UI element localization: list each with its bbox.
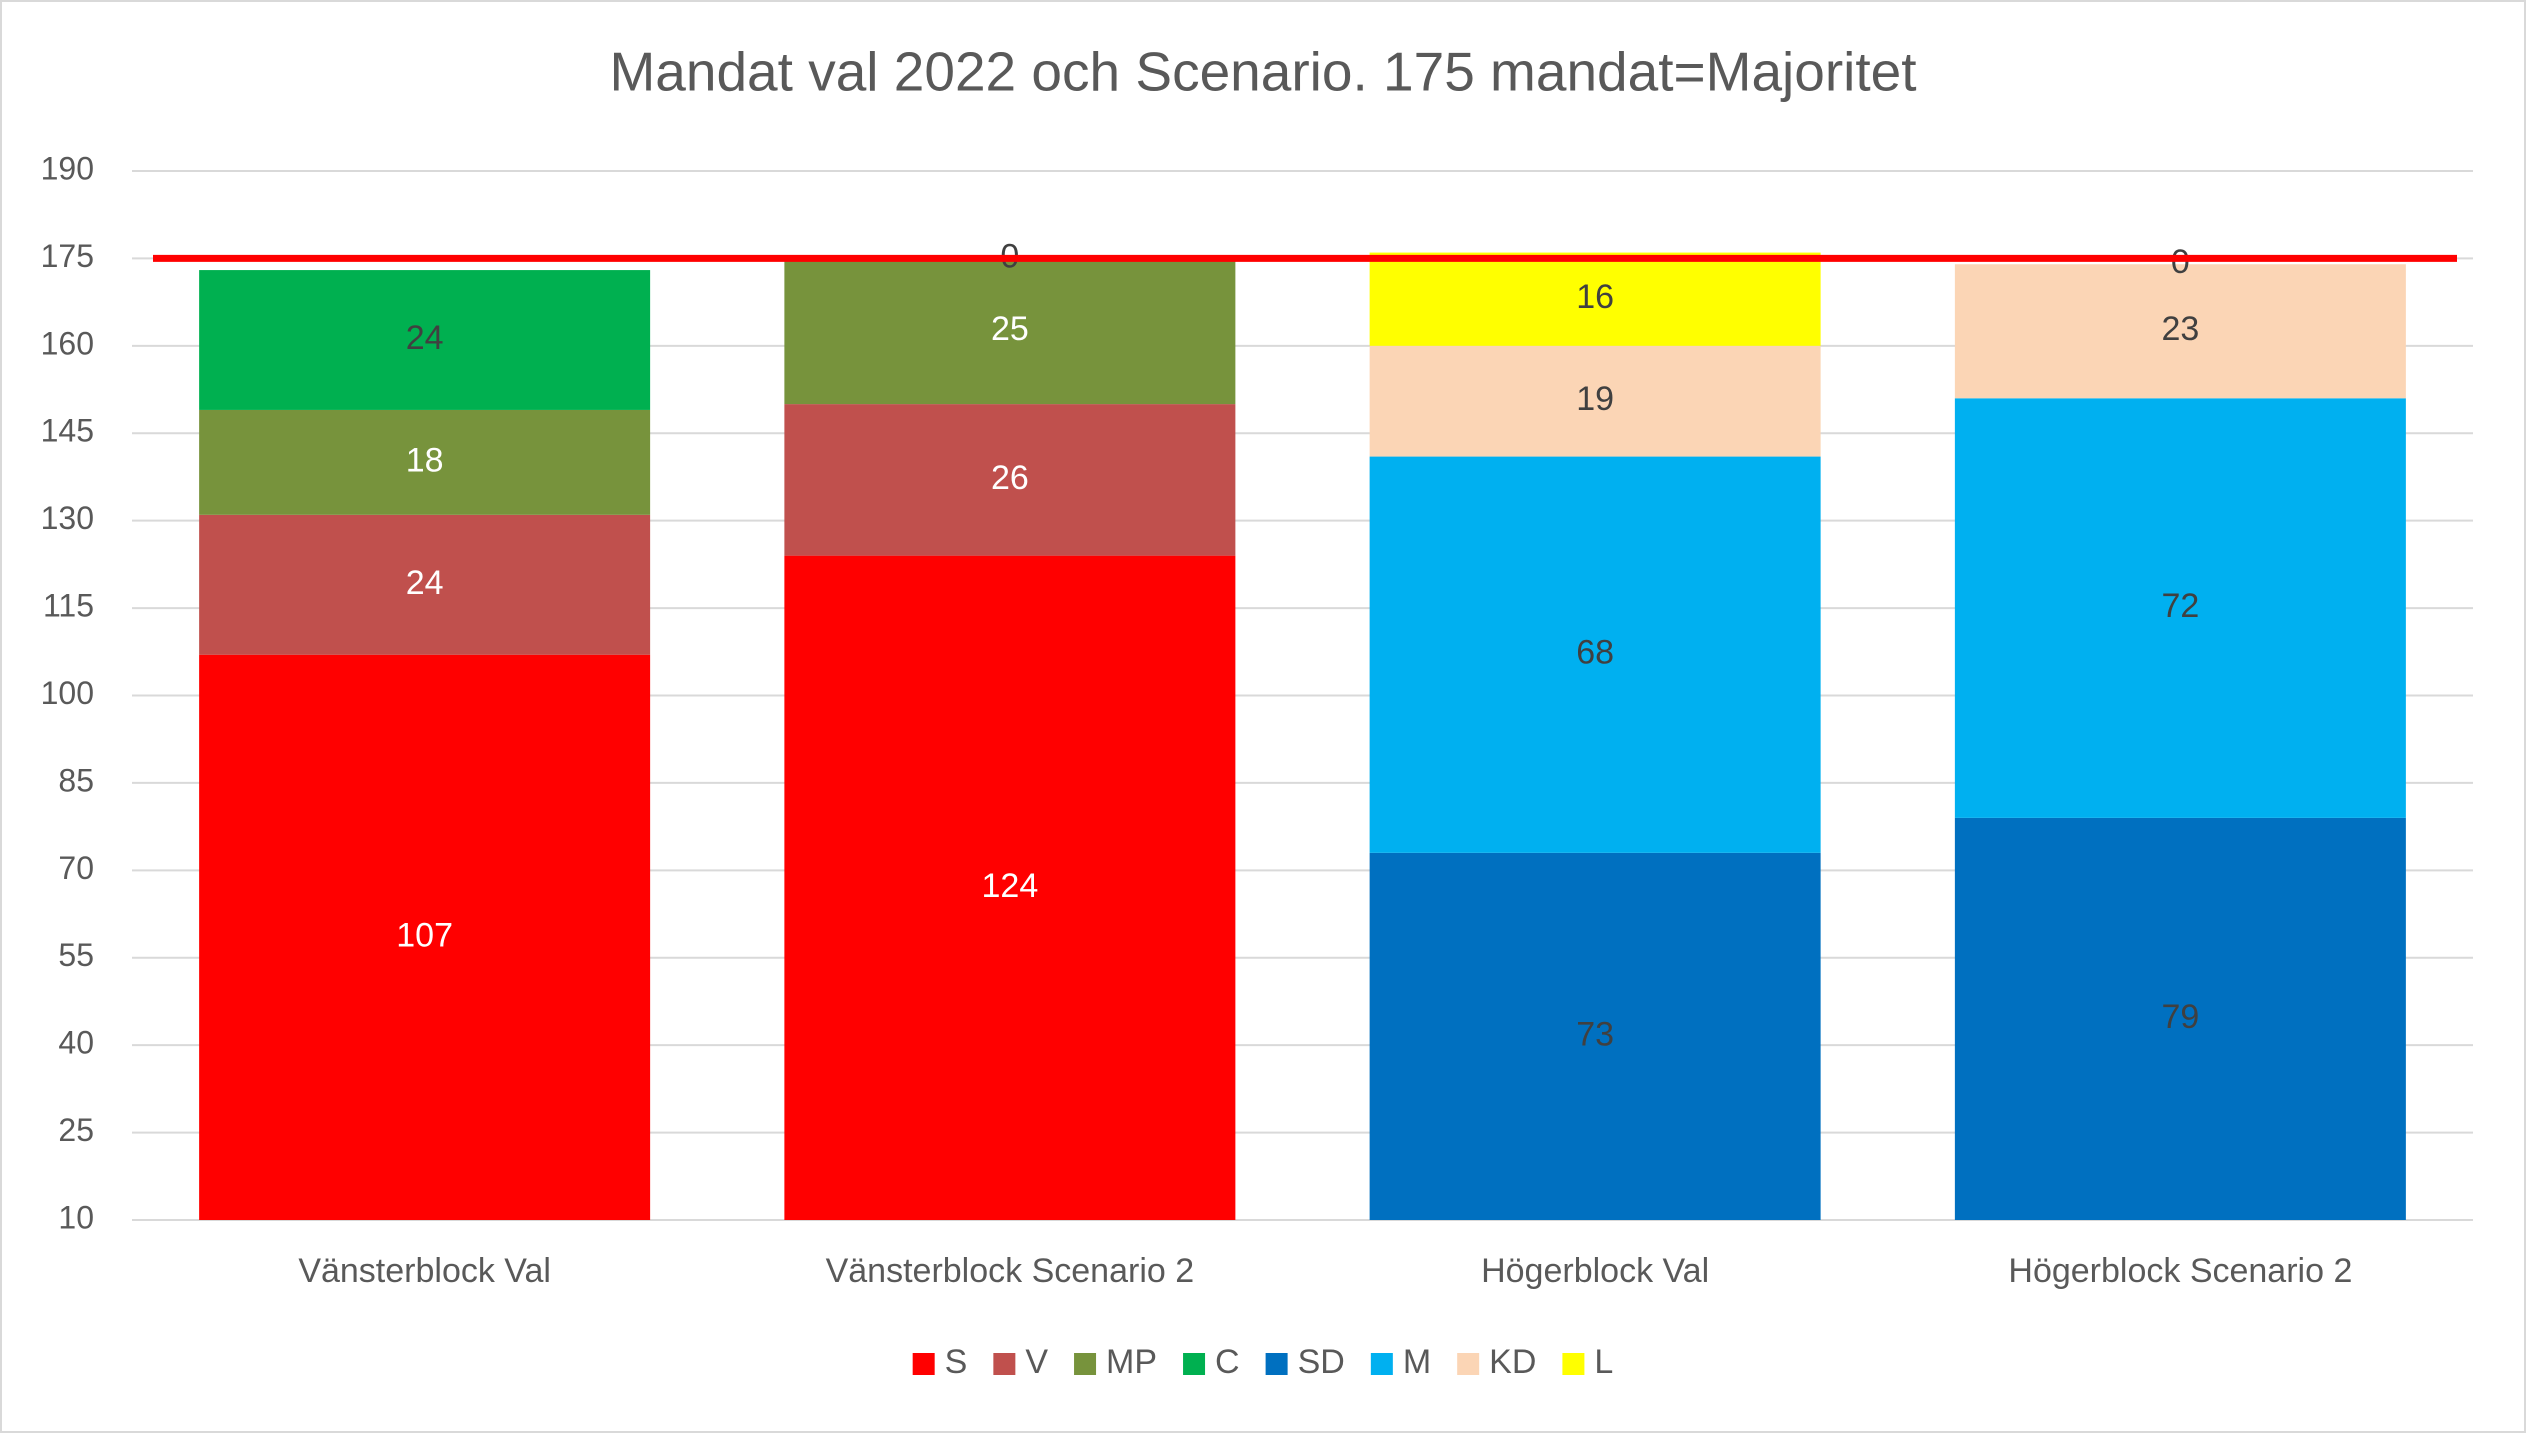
y-tick-label: 10	[58, 1199, 94, 1235]
data-label: 124	[982, 867, 1039, 905]
y-tick-label: 115	[43, 588, 94, 624]
data-label: 18	[406, 441, 444, 479]
data-label: 68	[1576, 634, 1614, 672]
legend-label: M	[1403, 1343, 1431, 1381]
y-tick-label: 85	[58, 762, 94, 798]
legend-swatch	[1265, 1353, 1288, 1375]
bar-segment	[784, 258, 1236, 405]
bar-segment	[199, 270, 651, 410]
y-tick-label: 25	[58, 1112, 94, 1148]
bar-segment	[199, 514, 651, 655]
y-tick-label: 40	[58, 1025, 94, 1061]
legend-swatch	[1457, 1353, 1480, 1375]
y-tick-label: 130	[41, 500, 94, 536]
data-label: 72	[2161, 587, 2199, 625]
legend-label: SD	[1298, 1343, 1345, 1381]
legend-label: S	[945, 1343, 968, 1381]
chart-title: Mandat val 2022 och Scenario. 175 mandat…	[609, 41, 1916, 103]
bar-segment	[199, 654, 651, 1220]
x-tick-label: Högerblock Scenario 2	[2008, 1252, 2352, 1290]
bar-segment	[784, 555, 1236, 1220]
data-label: 0	[2171, 243, 2190, 281]
x-tick-label: Vänsterblock Val	[298, 1252, 551, 1290]
legend-swatch	[912, 1353, 935, 1375]
data-label: 79	[2161, 998, 2199, 1036]
bar-segment	[1954, 264, 2406, 399]
legend-label: V	[1025, 1343, 1048, 1381]
y-tick-label: 70	[58, 850, 94, 886]
bar-segment	[1369, 456, 1821, 853]
x-tick-label: Högerblock Val	[1481, 1252, 1709, 1290]
legend-swatch	[1370, 1353, 1393, 1375]
data-label: 24	[406, 319, 444, 357]
data-label: 107	[396, 916, 453, 954]
y-tick-label: 145	[41, 413, 94, 449]
bar-segment	[1369, 252, 1821, 346]
data-label: 24	[406, 564, 444, 602]
bar-segment	[1369, 852, 1821, 1220]
y-tick-label: 100	[41, 675, 94, 711]
bar-segment	[199, 409, 651, 515]
legend-label: KD	[1489, 1343, 1536, 1381]
y-tick-label: 190	[41, 150, 94, 186]
legend-swatch	[1562, 1353, 1585, 1375]
y-tick-label: 160	[41, 325, 94, 361]
data-label: 19	[1576, 380, 1614, 418]
bar-segment	[1369, 345, 1821, 457]
legend-swatch	[993, 1353, 1016, 1375]
bar-segment	[1954, 817, 2406, 1220]
bar-segment	[1954, 398, 2406, 818]
legend-label: C	[1215, 1343, 1240, 1381]
legend-swatch	[1074, 1353, 1097, 1375]
data-label: 23	[2161, 310, 2199, 348]
data-label: 25	[991, 310, 1029, 348]
legend-label: MP	[1106, 1343, 1157, 1381]
legend-label: L	[1594, 1343, 1613, 1381]
x-tick-label: Vänsterblock Scenario 2	[826, 1252, 1195, 1290]
legend-swatch	[1183, 1353, 1206, 1375]
bar-segment	[784, 404, 1236, 556]
y-tick-label: 175	[41, 238, 94, 274]
data-label: 73	[1576, 1015, 1614, 1053]
data-label: 26	[991, 459, 1029, 497]
data-label: 16	[1576, 278, 1614, 316]
y-tick-label: 55	[58, 937, 94, 973]
